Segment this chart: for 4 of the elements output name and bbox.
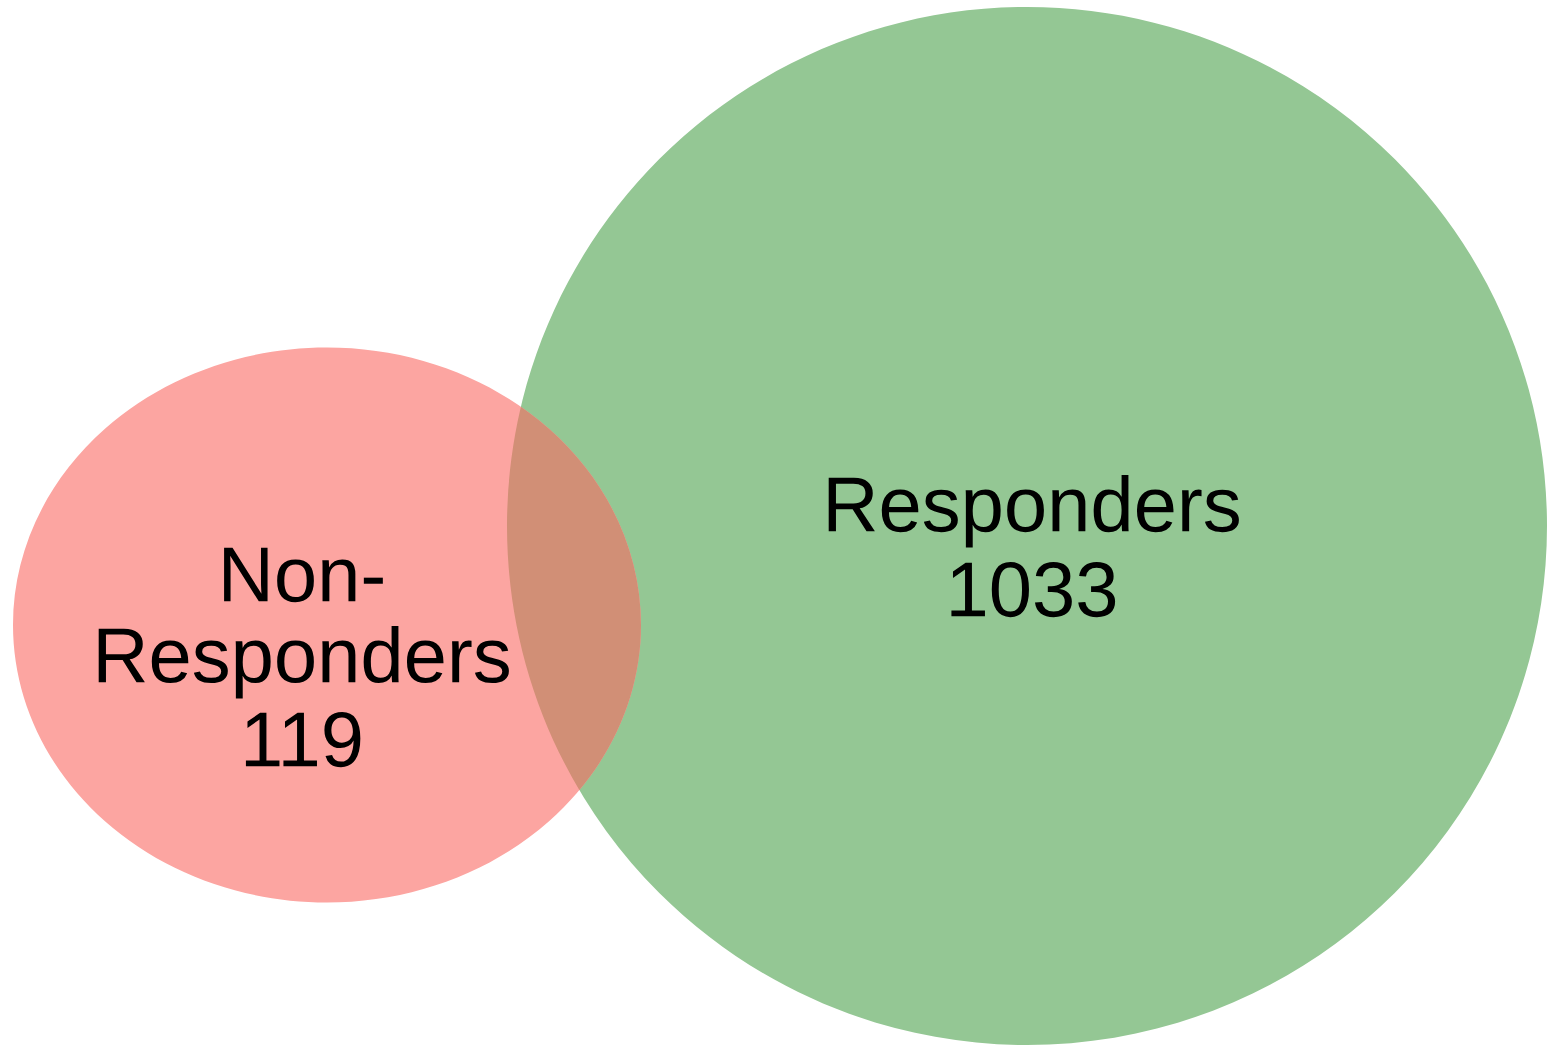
data-label: 119 — [245, 712, 361, 768]
data-label: 1033 — [951, 562, 1116, 618]
category-label: Responders — [828, 475, 1239, 548]
category-label: Non- Responders — [98, 547, 509, 699]
